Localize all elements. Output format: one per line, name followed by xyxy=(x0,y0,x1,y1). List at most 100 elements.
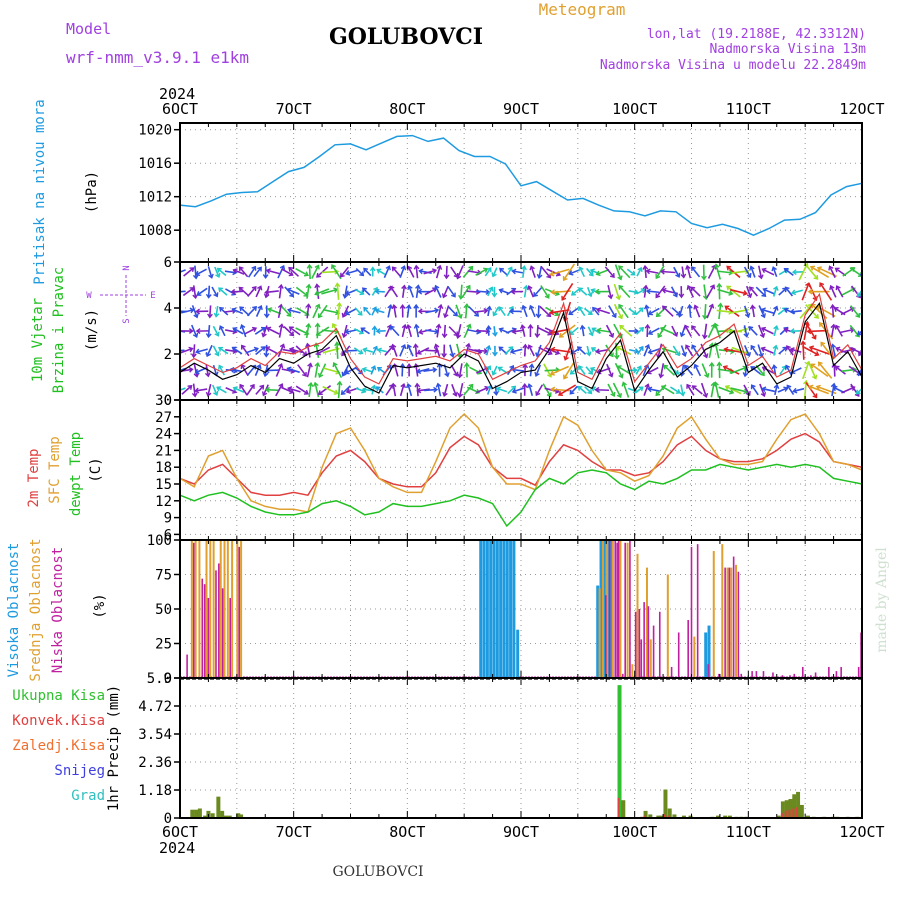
wind-arrowhead xyxy=(485,325,492,330)
wind-arrowhead xyxy=(333,389,339,395)
wind-arrowhead xyxy=(708,303,715,309)
wind-arrow xyxy=(703,284,707,300)
wind-arrowhead xyxy=(278,283,284,289)
cloud-mid-bar xyxy=(626,542,629,678)
wind-arrow xyxy=(750,366,761,375)
wind-arrow xyxy=(694,364,702,377)
wind-arrowhead xyxy=(690,286,696,292)
wind-arrowhead xyxy=(693,304,699,310)
temp-2m-line xyxy=(179,432,863,497)
wind-arrowhead xyxy=(286,307,293,314)
wind-arrow xyxy=(212,345,220,356)
wind-arrowhead xyxy=(855,389,861,395)
wind-arrowhead xyxy=(194,387,200,394)
wind-arrowhead xyxy=(800,340,807,346)
wind-arrow xyxy=(835,365,846,375)
wind-arrowhead xyxy=(808,345,814,351)
wind-arrowhead xyxy=(591,327,597,333)
wind-arrowhead xyxy=(773,383,780,390)
precip-total-bar xyxy=(672,814,677,818)
wind-arrow xyxy=(839,328,854,334)
wind-arrow xyxy=(759,383,766,397)
wind-arrow xyxy=(626,268,636,276)
wind-arrow xyxy=(687,285,695,298)
wind-arrowhead xyxy=(789,347,795,353)
wind-arrow xyxy=(436,324,440,338)
cloud-low-bar xyxy=(707,664,709,678)
wind-arrow xyxy=(376,268,386,276)
wind-arrowhead xyxy=(722,365,728,371)
footer-station: GOLUBOVCI xyxy=(332,864,423,880)
wind-arrow xyxy=(684,325,692,337)
wind-arrow xyxy=(691,344,700,357)
wind-arrow xyxy=(694,305,701,318)
wind-arrow xyxy=(612,382,622,398)
wind-arrow xyxy=(375,309,385,314)
wind-arrowhead xyxy=(616,365,622,371)
wind-arrow xyxy=(265,290,279,294)
wind-arrowhead xyxy=(717,302,724,308)
cloud-low-bar xyxy=(724,567,726,678)
wind-arrowhead xyxy=(218,325,225,331)
wind-arrow xyxy=(317,304,328,318)
wind-arrow xyxy=(262,325,268,337)
wind-arrowhead xyxy=(507,266,513,272)
wind-arrowhead xyxy=(661,287,667,294)
cloud-mid-bar xyxy=(190,540,193,678)
wind-arrow xyxy=(558,384,577,396)
wind-arrowhead xyxy=(305,283,312,289)
wind-arrow xyxy=(802,345,819,356)
wind-arrow xyxy=(762,366,775,374)
wind-arrowhead xyxy=(835,285,841,291)
wind-arrowhead xyxy=(685,264,691,270)
wind-arrow xyxy=(841,287,856,296)
wind-arrowhead xyxy=(218,346,224,352)
wind-arrow xyxy=(415,324,420,338)
wind-arrow xyxy=(277,304,283,319)
wind-arrowhead xyxy=(216,386,222,392)
wind-arrowhead xyxy=(175,271,179,275)
wind-arrow xyxy=(340,266,350,278)
wind-arrowhead xyxy=(214,331,220,337)
wind-arrow xyxy=(614,362,623,378)
wind-arrow xyxy=(539,305,551,317)
wind-arrowhead xyxy=(432,366,438,373)
cloud-low-bar xyxy=(640,639,643,678)
wind-arrowhead xyxy=(588,331,594,337)
wind-arrow xyxy=(807,361,817,379)
wind-arrowhead xyxy=(578,365,583,371)
precip-conv-bar xyxy=(792,808,795,818)
wind-arrowhead xyxy=(239,306,245,312)
wind-arrowhead xyxy=(315,350,321,356)
wind-arrow xyxy=(777,387,788,393)
wind-arrowhead xyxy=(528,304,535,310)
wind-arrowhead xyxy=(508,346,514,352)
wind-arrow xyxy=(476,386,489,394)
wind-arrowhead xyxy=(618,303,624,309)
precip-total-bar xyxy=(784,800,789,818)
wind-arrow xyxy=(686,384,695,396)
wind-arrow xyxy=(281,306,292,317)
wind-arrowhead xyxy=(187,385,193,390)
wind-arrowhead xyxy=(455,274,462,280)
wind-arrowhead xyxy=(594,386,600,393)
wind-arrow xyxy=(425,329,439,333)
wind-arrow xyxy=(605,324,614,338)
wind-arrow xyxy=(535,384,544,396)
wind-arrowhead xyxy=(549,309,555,316)
wind-arrowhead xyxy=(704,373,710,379)
wind-arrowhead xyxy=(681,351,688,357)
cloud-high-bar xyxy=(707,625,711,678)
wind-arrow xyxy=(207,266,213,278)
wind-arrow xyxy=(578,306,586,317)
station-title: GOLUBOVCI xyxy=(329,24,483,50)
wind-arrowhead xyxy=(385,265,391,271)
wind-arrowhead xyxy=(437,303,444,310)
wind-arrow xyxy=(798,263,809,281)
wind-arrow xyxy=(670,386,681,394)
wind-arrowhead xyxy=(315,330,321,336)
wind-arrow xyxy=(724,348,742,353)
wind-arrowhead xyxy=(663,364,669,370)
wind-arrowhead xyxy=(443,274,450,280)
cloud-low-bar xyxy=(207,597,210,678)
